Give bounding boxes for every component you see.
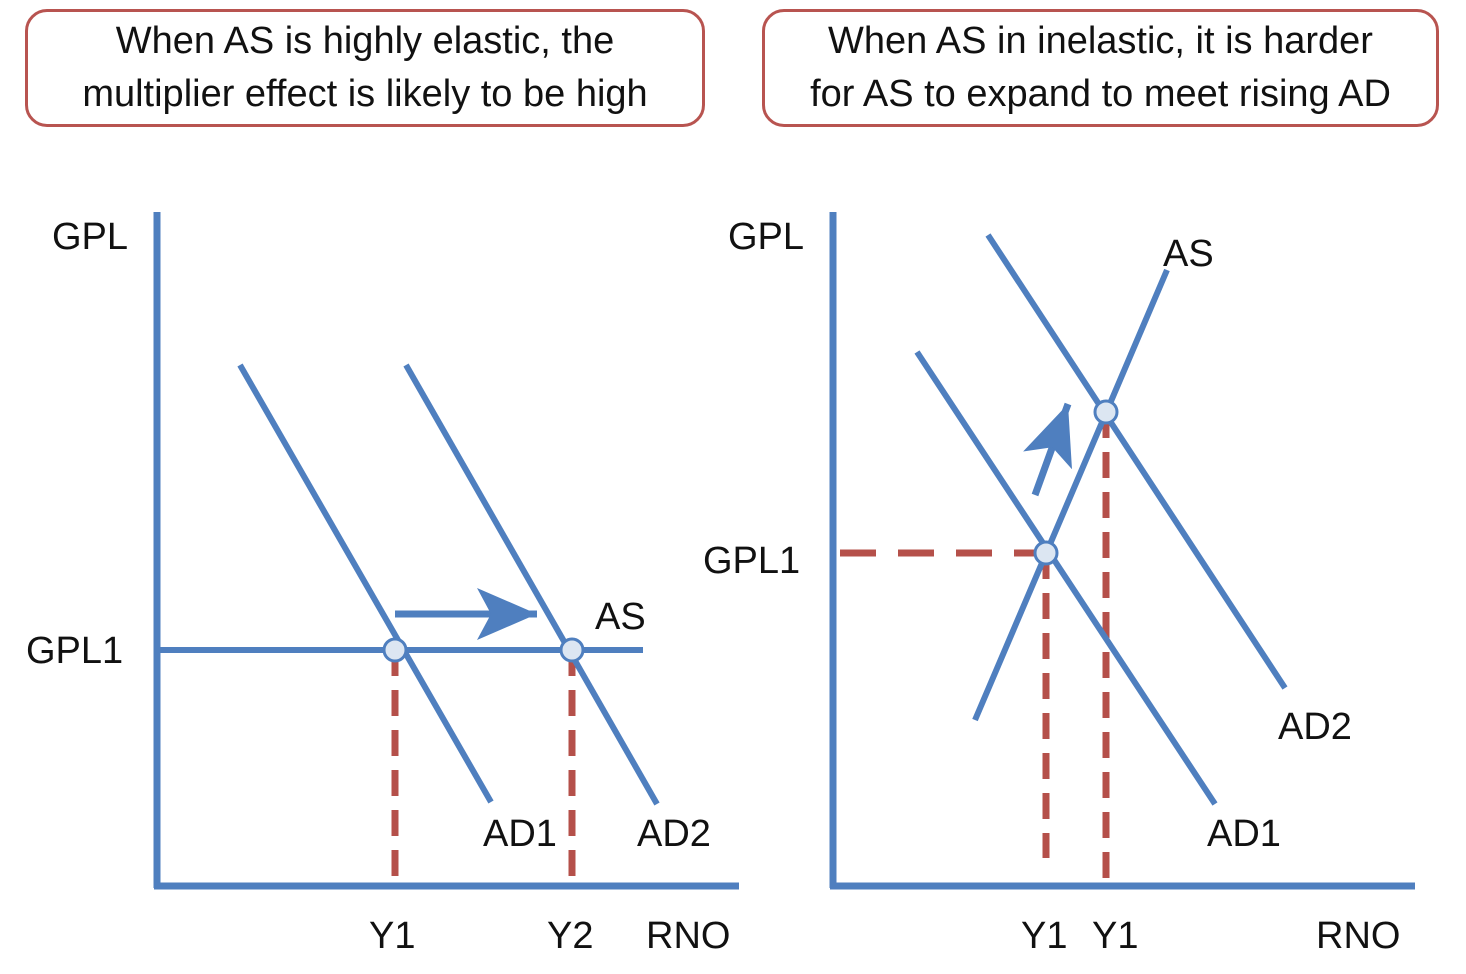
left-callout-line-2: multiplier effect is likely to be high [82, 73, 648, 115]
left-x-axis-label: RNO [646, 915, 730, 957]
left-ad2-curve [403, 363, 660, 806]
right-as-curve [972, 268, 1170, 722]
up-right-arrow-icon [1023, 402, 1072, 497]
right-ad2-label: AD2 [1278, 706, 1352, 748]
left-x-tick-y2: Y2 [547, 915, 593, 957]
left-ad1-curve [237, 363, 494, 804]
left-as-label: AS [595, 596, 646, 638]
left-equilibrium-point-2 [559, 637, 585, 663]
left-callout-box: When AS is highly elastic, the multiplie… [25, 9, 705, 127]
right-callout-line-2: for AS to expand to meet rising AD [810, 73, 1391, 115]
right-as-label: AS [1163, 233, 1214, 275]
left-equilibrium-point-1 [382, 637, 408, 663]
right-price-label: GPL1 [703, 540, 800, 582]
right-ad1-curve [914, 350, 1218, 806]
left-ad1-label: AD1 [483, 813, 557, 855]
right-callout-line-1: When AS in inelastic, it is harder [828, 20, 1373, 62]
right-equilibrium-point-2 [1093, 399, 1119, 425]
right-ad2-curve [985, 233, 1288, 690]
right-ad1-label: AD1 [1207, 813, 1281, 855]
right-callout-box: When AS in inelastic, it is harder for A… [762, 9, 1439, 127]
right-chart: GPL GPL1 AS AD2 AD1 Y1 Y1 RNO [703, 212, 1415, 957]
right-x-tick-y1a: Y1 [1021, 915, 1067, 957]
left-ad2-label: AD2 [637, 813, 711, 855]
right-y-axis-label: GPL [728, 216, 804, 258]
right-x-tick-y1b: Y1 [1092, 915, 1138, 957]
right-equilibrium-point-1 [1033, 540, 1059, 566]
left-price-label: GPL1 [26, 630, 123, 672]
right-x-axis-label: RNO [1316, 915, 1400, 957]
left-x-tick-y1: Y1 [369, 915, 415, 957]
left-y-axis-label: GPL [52, 216, 128, 258]
left-chart: GPL GPL1 AS AD1 AD2 Y1 Y2 RNO [26, 212, 739, 957]
left-callout-line-1: When AS is highly elastic, the [115, 20, 615, 62]
